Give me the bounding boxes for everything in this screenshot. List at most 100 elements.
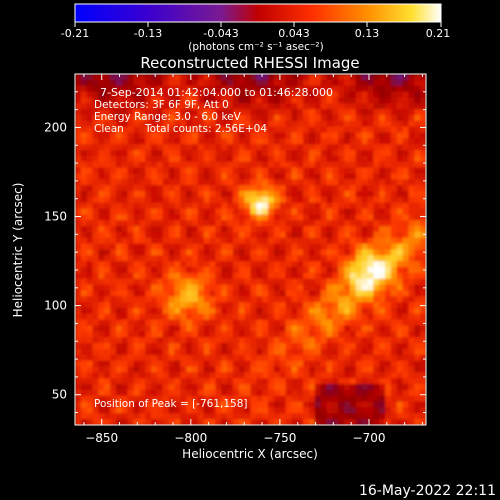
heatmap-cell xyxy=(104,85,111,93)
heatmap-cell xyxy=(390,255,398,262)
heatmap-cell xyxy=(396,348,404,356)
heatmap-cell xyxy=(244,308,252,315)
heatmap-cell xyxy=(227,144,234,151)
heatmap-cell xyxy=(151,413,158,420)
heatmap-cell xyxy=(186,384,193,391)
heatmap-cell xyxy=(115,103,123,110)
heatmap-cell xyxy=(420,155,426,163)
heatmap-cell xyxy=(385,138,392,145)
heatmap-cell xyxy=(232,284,240,292)
heatmap-cell xyxy=(303,278,310,286)
heatmap-cell xyxy=(396,155,404,163)
heatmap-cell xyxy=(203,226,211,233)
heatmap-cell xyxy=(332,132,339,139)
heatmap-cell xyxy=(332,302,339,309)
heatmap-cell xyxy=(373,167,380,175)
heatmap-cell xyxy=(361,296,369,303)
heatmap-cell xyxy=(367,97,374,104)
heatmap-cell xyxy=(209,407,216,414)
heatmap-cell xyxy=(326,337,333,344)
heatmap-cell xyxy=(361,202,369,210)
heatmap-cell xyxy=(344,126,351,134)
heatmap-cell xyxy=(361,74,369,81)
heatmap-cell xyxy=(268,91,275,98)
heatmap-cell xyxy=(326,296,333,303)
heatmap-cell xyxy=(414,378,421,385)
heatmap-cell xyxy=(297,226,304,233)
heatmap-cell xyxy=(268,366,275,373)
heatmap-cell xyxy=(367,126,374,134)
colorbar-tick-label: -0.13 xyxy=(134,27,162,40)
heatmap-cell xyxy=(221,179,228,186)
heatmap-cell xyxy=(314,226,322,233)
heatmap-cell xyxy=(355,267,363,274)
heatmap-cell xyxy=(367,226,374,233)
heatmap-cell xyxy=(133,343,140,350)
heatmap-cell xyxy=(396,120,404,128)
heatmap-cell xyxy=(320,155,328,163)
heatmap-cell xyxy=(379,173,386,180)
heatmap-cell xyxy=(279,79,287,87)
heatmap-cell xyxy=(373,354,380,362)
heatmap-cell xyxy=(273,337,281,344)
heatmap-cell xyxy=(192,372,199,379)
heatmap-cell xyxy=(332,389,339,397)
heatmap-cell xyxy=(133,114,140,122)
heatmap-cell xyxy=(250,296,257,303)
heatmap-cell xyxy=(227,325,234,332)
heatmap-cell xyxy=(373,97,380,104)
heatmap-cell xyxy=(297,296,304,303)
heatmap-cell xyxy=(285,173,293,180)
heatmap-cell xyxy=(250,103,257,110)
heatmap-cell xyxy=(127,384,135,391)
heatmap-cell xyxy=(139,360,146,368)
heatmap-cell xyxy=(361,196,369,204)
heatmap-cell xyxy=(197,208,205,215)
heatmap-cell xyxy=(192,343,199,350)
heatmap-cell xyxy=(414,126,421,134)
heatmap-cell xyxy=(156,267,164,274)
heatmap-cell xyxy=(256,261,263,268)
heatmap-cell xyxy=(408,255,415,262)
heatmap-cell xyxy=(268,389,275,397)
heatmap-cell xyxy=(402,290,410,297)
heatmap-cell xyxy=(162,249,170,256)
heatmap-cell xyxy=(238,278,246,286)
heatmap-cell xyxy=(390,319,398,327)
heatmap-cell xyxy=(279,272,287,280)
heatmap-cell xyxy=(232,79,240,87)
heatmap-cell xyxy=(273,120,281,128)
heatmap-cell xyxy=(115,179,123,186)
heatmap-cell xyxy=(244,290,252,297)
heatmap-cell xyxy=(110,395,117,403)
heatmap-cell xyxy=(338,331,345,338)
heatmap-cell xyxy=(145,103,152,110)
heatmap-cell xyxy=(297,325,304,332)
heatmap-cell xyxy=(232,167,240,175)
heatmap-cell xyxy=(156,296,164,303)
heatmap-cell xyxy=(314,103,322,110)
heatmap-cell xyxy=(338,249,345,256)
heatmap-cell xyxy=(250,267,257,274)
heatmap-cell xyxy=(139,337,146,344)
heatmap-cell xyxy=(86,354,94,362)
heatmap-cell xyxy=(75,214,82,221)
heatmap-cell xyxy=(256,255,263,262)
heatmap-cell xyxy=(209,389,216,397)
heatmap-cell xyxy=(320,389,328,397)
heatmap-cell xyxy=(75,226,82,233)
heatmap-cell xyxy=(197,296,205,303)
heatmap-cell xyxy=(80,74,88,81)
heatmap-cell xyxy=(168,220,176,227)
heatmap-cell xyxy=(250,109,257,116)
heatmap-cell xyxy=(110,378,117,385)
heatmap-cell xyxy=(238,173,246,180)
y-tick-label: 150 xyxy=(44,210,67,224)
heatmap-cell xyxy=(291,120,298,128)
heatmap-cell xyxy=(203,302,211,309)
heatmap-cell xyxy=(326,202,333,210)
heatmap-cell xyxy=(332,378,339,385)
heatmap-cell xyxy=(250,208,257,215)
heatmap-cell xyxy=(314,255,322,262)
heatmap-cell xyxy=(197,255,205,262)
